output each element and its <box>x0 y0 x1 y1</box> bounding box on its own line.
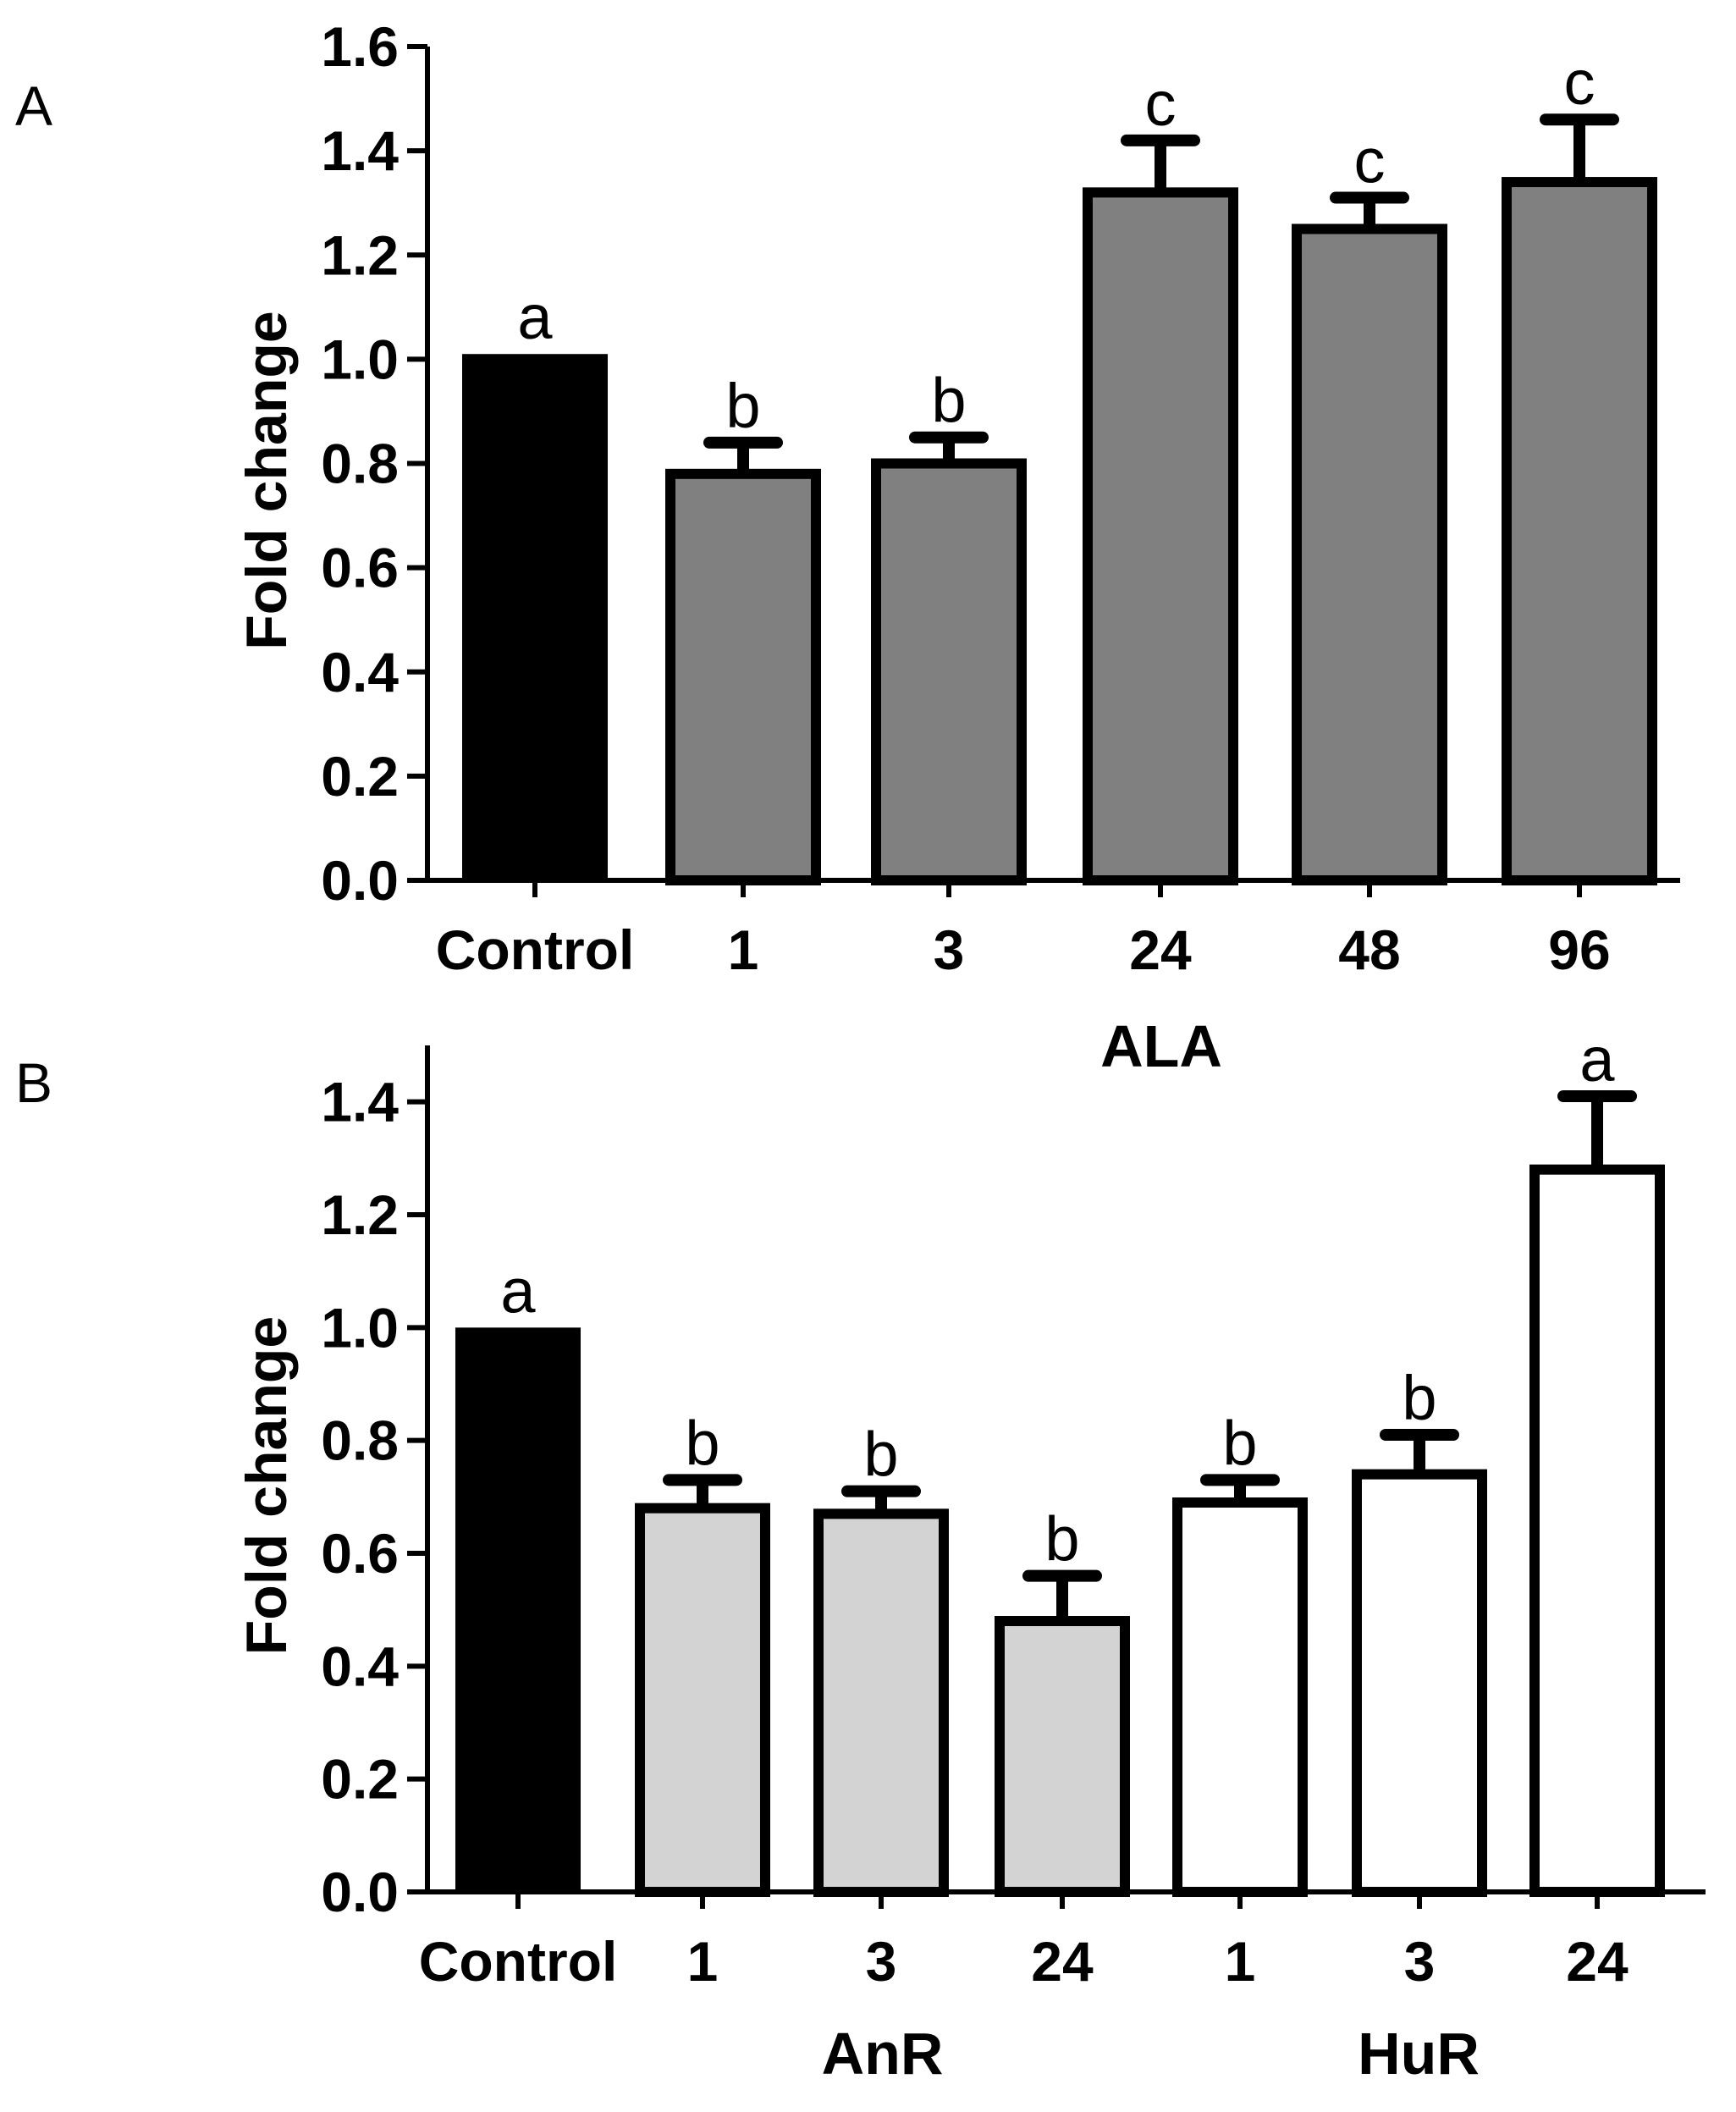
chart-a-y-tick-label: 0.4 <box>321 641 399 703</box>
chart-b-y-tick-label: 1.0 <box>321 1296 399 1359</box>
chart-b-group-label: HuR <box>1358 2021 1480 2087</box>
chart-a-y-tick-label: 0.2 <box>321 745 399 808</box>
chart-a-bar-4 <box>1292 223 1447 885</box>
chart-b-x-tick-label: 3 <box>866 1930 897 1993</box>
chart-b-significance-letter: b <box>1044 1504 1079 1574</box>
chart-b-x-tick-label: 24 <box>1566 1930 1629 1993</box>
chart-a-y-tick-label: 1.0 <box>321 328 399 390</box>
chart-b-y-tick-label: 0.0 <box>321 1861 399 1923</box>
chart-a-bar-1 <box>665 468 821 885</box>
chart-a-significance-letter: c <box>1145 69 1177 139</box>
chart-a-y-tick-label: 0.8 <box>321 433 399 495</box>
chart-a-x-tick-label: 24 <box>1129 918 1192 981</box>
chart-b-bar-1 <box>635 1503 770 1897</box>
chart-a-significance-letter: b <box>931 366 966 436</box>
chart-a-x-tick-label: Control <box>436 918 635 981</box>
chart-a-significance-letter: a <box>517 282 553 352</box>
chart-a-bar-5 <box>1502 177 1657 885</box>
panel-letter-a: A <box>15 74 52 137</box>
chart-a-significance-letter: b <box>725 371 760 441</box>
chart-a-bar-2 <box>871 458 1027 885</box>
chart-a-significance-letter: c <box>1564 47 1595 118</box>
chart-b-bar-5 <box>1352 1469 1487 1897</box>
chart-b-x-tick-label: 1 <box>1225 1930 1256 1993</box>
chart-b-x-tick-label: Control <box>419 1930 618 1993</box>
chart-b-bar-6 <box>1529 1164 1665 1897</box>
chart-b-y-tick-label: 0.2 <box>321 1748 399 1811</box>
chart-b-bar-3 <box>995 1616 1130 1897</box>
chart-b-y-tick-label: 0.6 <box>321 1522 399 1585</box>
chart-a-y-tick-label: 0.0 <box>321 849 399 912</box>
chart-a-x-tick-label: 96 <box>1548 918 1610 981</box>
chart-a-x-tick-label: 48 <box>1338 918 1400 981</box>
panel-a: A 0.0 0.2 0.4 0.6 0.8 1.0 1.2 1.4 1.6 Fold change… <box>15 15 1680 1079</box>
chart-b-significance-letter: b <box>685 1408 719 1478</box>
chart-b-y-tick-label: 0.4 <box>321 1635 399 1697</box>
chart-a-y-tick-label: 0.6 <box>321 537 399 599</box>
chart-b-y-tick-label: 1.4 <box>321 1071 399 1133</box>
chart-a-y-tick-label: 1.6 <box>321 15 399 78</box>
chart-b-group-label: AnR <box>822 2021 944 2087</box>
chart-b-significance-letter: b <box>863 1420 898 1490</box>
chart-b-significance-letter: a <box>500 1255 536 1326</box>
chart-b-significance-letter: b <box>1402 1363 1436 1433</box>
chart-b-x-tick-label: 3 <box>1404 1930 1436 1993</box>
panel-b: B 0.0 0.2 0.4 0.6 0.8 1.0 1.2 1.4 Fold change a Co… <box>15 1024 1706 2087</box>
chart-b-y-tick-label: 0.8 <box>321 1409 399 1472</box>
chart-b-bar-2 <box>813 1508 949 1898</box>
panel-letter-b: B <box>15 1051 52 1114</box>
chart-a-significance-letter: c <box>1354 126 1386 196</box>
chart-b-y-axis-label: Fold change <box>234 1316 299 1655</box>
chart-b-x-tick-label: 24 <box>1031 1930 1094 1993</box>
chart-b-bar-4 <box>1172 1497 1308 1897</box>
chart-a-x-tick-label: 1 <box>728 918 759 981</box>
chart-a-bar-0 <box>462 354 608 880</box>
chart-a-y-tick-label: 1.4 <box>321 119 399 182</box>
chart-a-bar-3 <box>1083 187 1238 885</box>
chart-b-significance-letter: b <box>1222 1408 1257 1478</box>
chart-a-x-tick-label: 3 <box>934 918 965 981</box>
chart-b-bar-0 <box>455 1327 581 1892</box>
chart-b-significance-letter: a <box>1579 1024 1615 1095</box>
chart-a-y-axis-label: Fold change <box>234 311 299 649</box>
chart-a-y-tick-label: 1.2 <box>321 223 399 286</box>
chart-b-x-tick-label: 1 <box>687 1930 719 1993</box>
chart-b-y-tick-label: 1.2 <box>321 1183 399 1246</box>
chart-a-group-label: ALA <box>1100 1013 1222 1079</box>
